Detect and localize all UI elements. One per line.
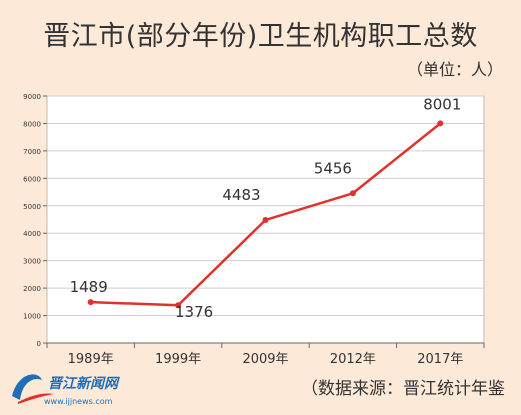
y-tick-label: 9000 <box>23 93 41 101</box>
y-tick-label: 6000 <box>23 175 41 183</box>
data-point <box>175 302 182 309</box>
y-tick-label: 5000 <box>23 203 41 211</box>
x-tick-label: 2012年 <box>330 352 376 367</box>
data-labels: 1489 1376 4483 5456 8001 <box>70 95 462 321</box>
grid-lines <box>47 95 484 317</box>
x-tick-label: 1999年 <box>155 352 201 367</box>
series-line <box>87 120 444 309</box>
source-note: （数据来源：晋江统计年鉴 <box>301 379 505 399</box>
unit-label: （单位：人） <box>406 60 503 79</box>
x-tick-label: 2009年 <box>242 352 288 367</box>
y-tick-label: 3000 <box>23 258 41 266</box>
y-tick-label: 2000 <box>23 285 41 293</box>
x-axis-ticks: 1989年 1999年 2009年 2012年 2017年 <box>46 342 485 367</box>
x-tick-label: 2017年 <box>417 352 463 367</box>
y-tick-label: 4000 <box>23 230 41 238</box>
data-label: 4483 <box>222 186 260 204</box>
y-tick-label: 1000 <box>23 313 41 321</box>
data-point <box>87 299 94 306</box>
data-label: 8001 <box>423 95 461 113</box>
logo-url: www.ijjnews.com <box>44 397 113 406</box>
chart-title: 晋江市(部分年份)卫生机构职工总数 <box>43 21 478 52</box>
y-axis-ticks: 0 1000 2000 3000 4000 5000 6000 7000 8000 9000 <box>23 93 47 348</box>
data-label: 1489 <box>70 278 108 296</box>
x-tick-label: 1989年 <box>68 352 114 367</box>
data-label: 5456 <box>314 159 352 177</box>
y-tick-label: 0 <box>37 340 41 348</box>
data-point <box>437 120 444 127</box>
y-tick-label: 7000 <box>23 148 41 156</box>
y-tick-label: 8000 <box>23 120 41 128</box>
data-point <box>349 190 356 197</box>
data-label: 1376 <box>175 303 213 321</box>
logo-text: 晋江新闻网 <box>48 375 120 392</box>
data-point <box>262 216 269 223</box>
site-logo: 晋江新闻网 www.ijjnews.com <box>12 374 120 406</box>
